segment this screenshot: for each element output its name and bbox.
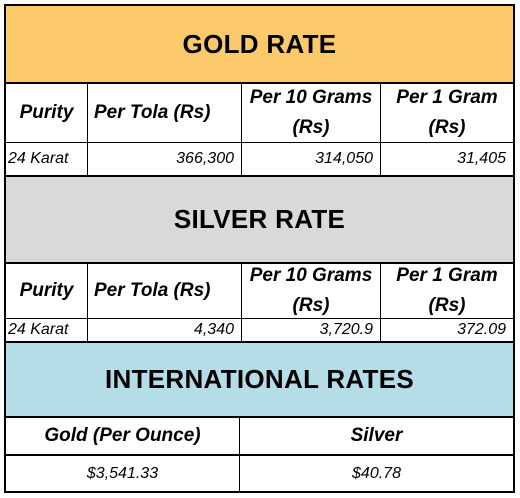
gold-header-purity: Purity <box>6 84 88 142</box>
gold-per-1-gram-value: 31,405 <box>457 150 506 167</box>
international-gold-value: $3,541.33 <box>6 456 240 491</box>
international-silver-value: $40.78 <box>352 464 401 482</box>
international-rates-title: INTERNATIONAL RATES <box>6 341 513 418</box>
silver-header-per-tola: Per Tola (Rs) <box>88 264 242 318</box>
gold-header-per-tola: Per Tola (Rs) <box>88 84 242 142</box>
rates-table: GOLD RATE Purity Per Tola (Rs) Per 10 Gr… <box>4 4 515 493</box>
silver-per-1-gram-value: 372.09 <box>457 321 506 338</box>
international-value-row: $3,541.33 $40.78 <box>6 456 513 491</box>
silver-header-per-10-grams: Per 10 Grams (Rs) <box>242 264 381 318</box>
international-header-silver: Silver <box>350 425 403 446</box>
silver-header-purity: Purity <box>6 264 88 318</box>
gold-header-per-1-gram: Per 1 Gram (Rs) <box>396 87 498 138</box>
silver-per-tola-value: 4,340 <box>88 319 242 341</box>
silver-per-10-grams-value: 3,720.9 <box>242 319 381 341</box>
silver-header-row: Purity Per Tola (Rs) Per 10 Grams (Rs) P… <box>6 264 513 319</box>
silver-purity-value: 24 Karat <box>6 319 88 341</box>
gold-header-per-10-grams: Per 10 Grams (Rs) <box>242 84 381 142</box>
gold-rate-title: GOLD RATE <box>6 6 513 84</box>
gold-per-tola-value: 366,300 <box>88 143 242 175</box>
gold-per-10-grams-value: 314,050 <box>242 143 381 175</box>
silver-rate-title: SILVER RATE <box>6 177 513 264</box>
international-header-gold: Gold (Per Ounce) <box>6 418 240 454</box>
silver-value-row: 24 Karat 4,340 3,720.9 372.09 <box>6 319 513 341</box>
gold-value-row: 24 Karat 366,300 314,050 31,405 <box>6 143 513 177</box>
silver-header-per-1-gram: Per 1 Gram (Rs) <box>396 265 498 316</box>
gold-header-row: Purity Per Tola (Rs) Per 10 Grams (Rs) P… <box>6 84 513 143</box>
international-header-row: Gold (Per Ounce) Silver <box>6 418 513 456</box>
gold-purity-value: 24 Karat <box>6 143 88 175</box>
